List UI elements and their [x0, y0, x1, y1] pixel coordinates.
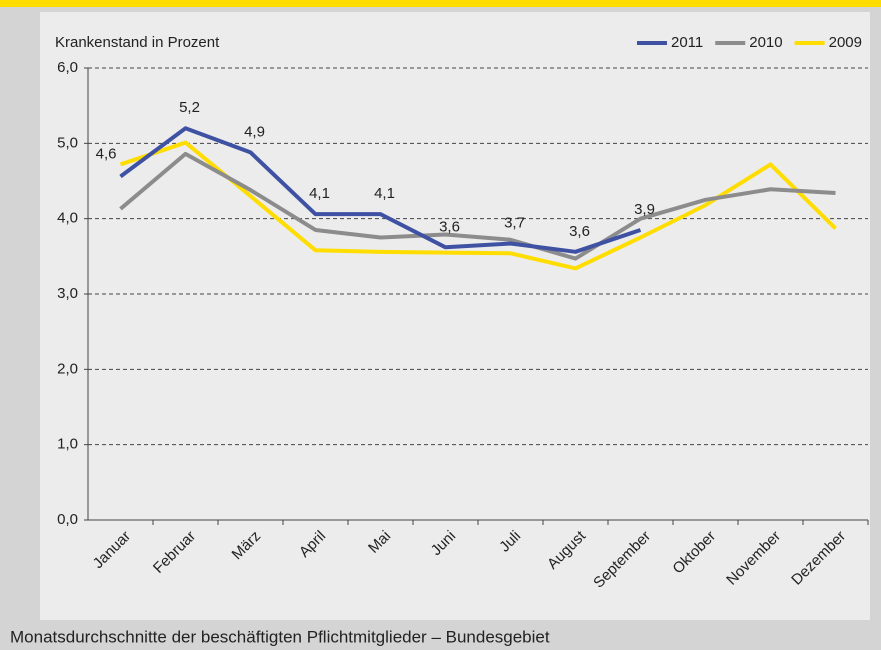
series-line	[119, 126, 642, 254]
caption: Monatsdurchschnitte der beschäftigten Pf…	[10, 627, 550, 646]
data-label: 3,9	[634, 201, 655, 218]
data-label: 3,6	[569, 223, 590, 240]
legend-label: 2011	[671, 34, 703, 51]
data-label: 4,6	[96, 145, 117, 162]
data-label: 4,1	[374, 185, 395, 202]
data-label: 3,7	[504, 214, 525, 231]
y-tick-label: 6,0	[57, 59, 78, 76]
data-label: 3,6	[439, 218, 460, 235]
data-label: 4,9	[244, 123, 265, 140]
y-tick-label: 1,0	[57, 436, 78, 453]
legend-label: 2009	[829, 34, 862, 51]
plot-background	[40, 12, 870, 620]
y-tick-label: 2,0	[57, 360, 78, 377]
y-tick-label: 0,0	[57, 511, 78, 528]
y-axis-label: Krankenstand in Prozent	[55, 34, 220, 51]
series-line	[119, 151, 836, 261]
data-label: 4,1	[309, 185, 330, 202]
legend-label: 2010	[749, 34, 782, 51]
top-band	[0, 0, 881, 7]
data-label: 5,2	[179, 99, 200, 116]
y-tick-label: 5,0	[57, 134, 78, 151]
y-tick-label: 3,0	[57, 285, 78, 302]
y-tick-label: 4,0	[57, 210, 78, 227]
